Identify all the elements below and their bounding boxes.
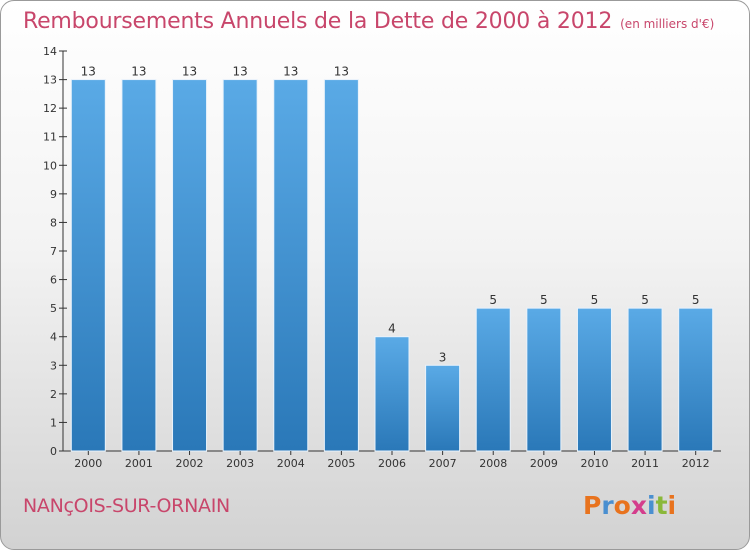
- x-tick-label-2011: 2011: [631, 457, 659, 470]
- data-label-2003: 13: [233, 65, 248, 79]
- bar-2010: [576, 307, 612, 452]
- y-tick-label: 1: [50, 416, 57, 429]
- bar-2003: [222, 79, 258, 452]
- bar-2011: [627, 307, 663, 452]
- brand-letter: i: [667, 491, 677, 520]
- y-tick-label: 3: [50, 359, 57, 372]
- x-tick-label-2000: 2000: [74, 457, 102, 470]
- y-tick-label: 11: [43, 131, 57, 144]
- commune-name: NANçOIS-SUR-ORNAIN: [23, 495, 230, 517]
- data-label-2009: 5: [540, 293, 548, 307]
- x-tick-label-2004: 2004: [277, 457, 305, 470]
- x-tick-label-2010: 2010: [580, 457, 608, 470]
- data-label-2004: 13: [283, 65, 298, 79]
- x-tick-label-2008: 2008: [479, 457, 507, 470]
- data-label-2007: 3: [439, 350, 447, 364]
- y-tick-label: 7: [50, 245, 57, 258]
- y-tick-label: 12: [43, 102, 57, 115]
- bar-2004: [273, 79, 309, 452]
- data-label-2012: 5: [692, 293, 700, 307]
- y-tick-label: 14: [43, 45, 57, 58]
- brand-letter: t: [655, 491, 668, 520]
- data-label-2006: 4: [388, 322, 396, 336]
- brand-letter: o: [613, 491, 631, 520]
- x-tick-label-2009: 2009: [530, 457, 558, 470]
- y-tick-label: 4: [50, 331, 57, 344]
- y-tick-label: 8: [50, 216, 57, 229]
- bar-2007: [425, 364, 461, 452]
- bar-2009: [526, 307, 562, 452]
- data-label-2001: 13: [131, 65, 146, 79]
- y-tick-label: 0: [50, 445, 57, 458]
- x-tick-label-2012: 2012: [682, 457, 710, 470]
- y-tick-label: 2: [50, 388, 57, 401]
- y-tick-label: 10: [43, 159, 57, 172]
- bar-2006: [374, 336, 410, 452]
- y-tick-label: 6: [50, 274, 57, 287]
- bar-2005: [323, 79, 359, 452]
- x-tick-label-2003: 2003: [226, 457, 254, 470]
- data-label-2005: 13: [334, 65, 349, 79]
- chart-title: Remboursements Annuels de la Dette de 20…: [23, 9, 714, 34]
- chart-subtitle: (en milliers d'€): [620, 17, 715, 31]
- x-tick-label-2001: 2001: [125, 457, 153, 470]
- proxiti-logo: Proxiti: [583, 491, 676, 520]
- data-label-2002: 13: [182, 65, 197, 79]
- data-label-2010: 5: [591, 293, 599, 307]
- bar-2008: [475, 307, 511, 452]
- brand-letter: x: [630, 491, 647, 520]
- bar-2002: [172, 79, 208, 452]
- data-label-2011: 5: [641, 293, 649, 307]
- x-tick-label-2005: 2005: [327, 457, 355, 470]
- x-tick-label-2002: 2002: [176, 457, 204, 470]
- chart-title-text: Remboursements Annuels de la Dette de 20…: [23, 9, 613, 34]
- bar-2012: [678, 307, 714, 452]
- bar-2000: [70, 79, 106, 452]
- brand-letter: P: [583, 491, 602, 520]
- y-tick-label: 13: [43, 74, 57, 87]
- bar-2001: [121, 79, 157, 452]
- data-label-2008: 5: [489, 293, 497, 307]
- brand-letter: i: [647, 491, 656, 520]
- data-label-2000: 13: [81, 65, 96, 79]
- brand-letter: r: [601, 491, 614, 520]
- y-tick-label: 5: [50, 302, 57, 315]
- y-tick-label: 9: [50, 188, 57, 201]
- x-tick-label-2007: 2007: [429, 457, 457, 470]
- x-tick-label-2006: 2006: [378, 457, 406, 470]
